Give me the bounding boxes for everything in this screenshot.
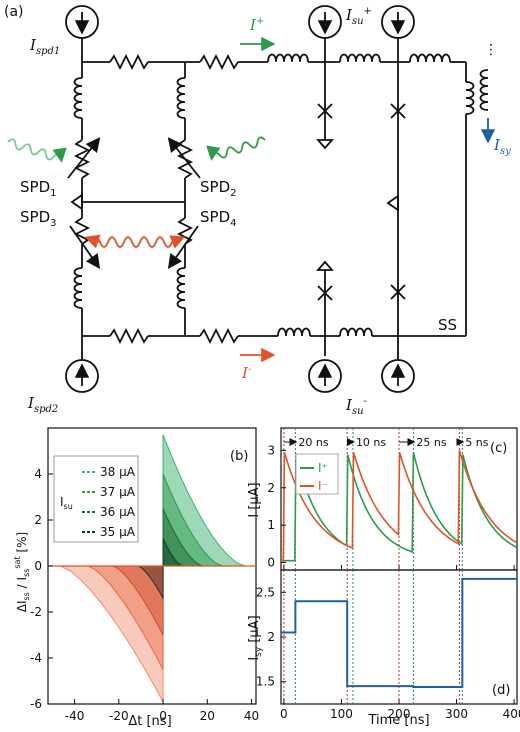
current-source-ispd2 <box>65 336 99 393</box>
resistor-bottom-2 <box>199 327 239 345</box>
inductor-top-1 <box>267 53 309 63</box>
photon-left-icon <box>7 138 67 163</box>
svg-text:Isu-: Isu- <box>345 396 368 417</box>
y-tick-label-0: 2.5 <box>256 585 275 599</box>
photon-right-icon <box>206 136 266 161</box>
series-isy-line <box>281 577 517 689</box>
spd3-resistor <box>73 217 91 245</box>
gap-label-3: 5 ns <box>465 436 488 449</box>
svg-text:SPD2: SPD2 <box>200 178 237 199</box>
resistor-top-2 <box>199 53 239 71</box>
area-neg-3 <box>137 565 164 601</box>
inductor-bottom-2 <box>339 327 373 337</box>
svg-text:Isy: Isy <box>493 136 511 157</box>
chart-c: 3 2 1 0 20 ns 10 ns 25 ns 5 ns (c) I [µA] I⁺ I⁻ <box>247 427 518 571</box>
legend-iminus: I⁻ <box>318 479 328 493</box>
legend-label-1: 37 µA <box>100 485 136 499</box>
area-neg-2 <box>113 565 164 636</box>
inductor-mid-bottom <box>176 267 186 309</box>
current-source-ispd1 <box>65 5 99 62</box>
gap-label-0: 20 ns <box>298 436 328 449</box>
svg-text:SPD3: SPD3 <box>20 208 57 229</box>
area-neg-0 <box>60 565 164 702</box>
y-tick-label-1: 2 <box>267 481 275 495</box>
svg-text:Isu+: Isu+ <box>345 6 372 27</box>
y-tick-label-5: -6 <box>30 697 42 711</box>
inductor-bottom-1 <box>277 327 311 337</box>
inductor-top-2 <box>339 53 381 63</box>
chart-d-ylabel: Isy [µA] <box>247 615 264 660</box>
x-tick-label-2: 0 <box>159 709 167 723</box>
area-pos-3 <box>162 538 184 567</box>
chart-c-ylabel: I [µA] <box>247 482 262 517</box>
panel-label-c: (c) <box>490 441 507 456</box>
photon-middle-icon <box>91 236 181 248</box>
svg-text:I+: I+ <box>249 16 264 34</box>
panel-label-b: (b) <box>230 449 248 464</box>
area-pos-2 <box>162 508 204 567</box>
current-source-top-right <box>381 5 415 62</box>
gap-label-2: 25 ns <box>416 436 446 449</box>
chart-d: 2.5 2 1.5 0 100 200 300 400 (d) Isy [µA] Time [… <box>247 569 520 728</box>
spd4-resistor <box>176 217 194 245</box>
svg-text:I-: I- <box>241 364 252 382</box>
legend-label-3: 35 µA <box>100 525 136 539</box>
inductor-top-3 <box>409 53 451 63</box>
svg-text:Ispd1: Ispd1 <box>29 36 60 57</box>
x-tick-label-3: 300 <box>445 707 468 721</box>
resistor-bottom-1 <box>109 327 149 345</box>
x-tick-label-0: -40 <box>65 709 85 723</box>
current-source-isu-minus <box>308 359 342 393</box>
transformer-primary <box>465 81 475 115</box>
series-iplus-line <box>281 452 518 562</box>
area-neg-1 <box>88 565 164 670</box>
svg-text:SS: SS <box>438 316 457 334</box>
chart-d-xlabel: Time [ns] <box>367 713 429 728</box>
y-tick-label-3: 0 <box>267 556 275 570</box>
y-tick-label-3: -2 <box>30 605 42 619</box>
x-tick-label-4: 40 <box>244 709 259 723</box>
y-tick-label-1: 2 <box>267 630 275 644</box>
x-tick-label-0: 0 <box>280 707 288 721</box>
panel-label-a: (a) <box>4 4 24 20</box>
y-tick-label-1: 2 <box>34 513 42 527</box>
x-tick-label-2: 200 <box>388 707 411 721</box>
svg-text:⋮: ⋮ <box>484 42 498 58</box>
y-tick-label-2: 1 <box>267 518 275 532</box>
photon-arrows <box>7 136 266 249</box>
inductor-left-bottom <box>73 267 83 309</box>
y-tick-label-0: 4 <box>34 467 42 481</box>
inductor-left-top <box>73 77 83 119</box>
gap-label-1: 10 ns <box>356 436 386 449</box>
y-tick-label-2: 0 <box>34 559 42 573</box>
inductor-mid-top <box>176 77 186 119</box>
legend-label-2: 36 µA <box>100 505 136 519</box>
panel-label-d: (d) <box>492 683 510 698</box>
series-iminus-line <box>281 450 518 562</box>
svg-text:SPD4: SPD4 <box>200 208 237 229</box>
legend-iplus: I⁺ <box>318 461 328 475</box>
transformer-secondary <box>479 69 489 111</box>
x-tick-label-1: 100 <box>330 707 353 721</box>
legend-label-0: 38 µA <box>100 465 136 479</box>
chart-b-ylabel: ΔIss / Isssat [%] <box>13 532 31 612</box>
circuit-diagram <box>65 5 496 393</box>
y-tick-label-0: 3 <box>267 443 275 457</box>
circuit-labels: (a) Ispd1 Isu+ I+ Isy ⋮ SPD1 SPD2 SPD3 S… <box>4 4 511 417</box>
resistor-top-1 <box>109 53 149 71</box>
y-tick-label-4: -4 <box>30 651 42 665</box>
x-tick-label-4: 400 <box>503 707 520 721</box>
svg-text:SPD1: SPD1 <box>20 178 57 199</box>
svg-text:Ispd2: Ispd2 <box>27 394 58 415</box>
y-tick-label-2: 1.5 <box>256 675 275 689</box>
chart-b-xlabel: Δt [ns] <box>128 714 171 729</box>
x-tick-label-3: 20 <box>200 709 215 723</box>
x-tick-label-1: -20 <box>109 709 129 723</box>
current-source-bottom-right <box>381 336 415 393</box>
current-source-isu-plus <box>308 5 342 62</box>
